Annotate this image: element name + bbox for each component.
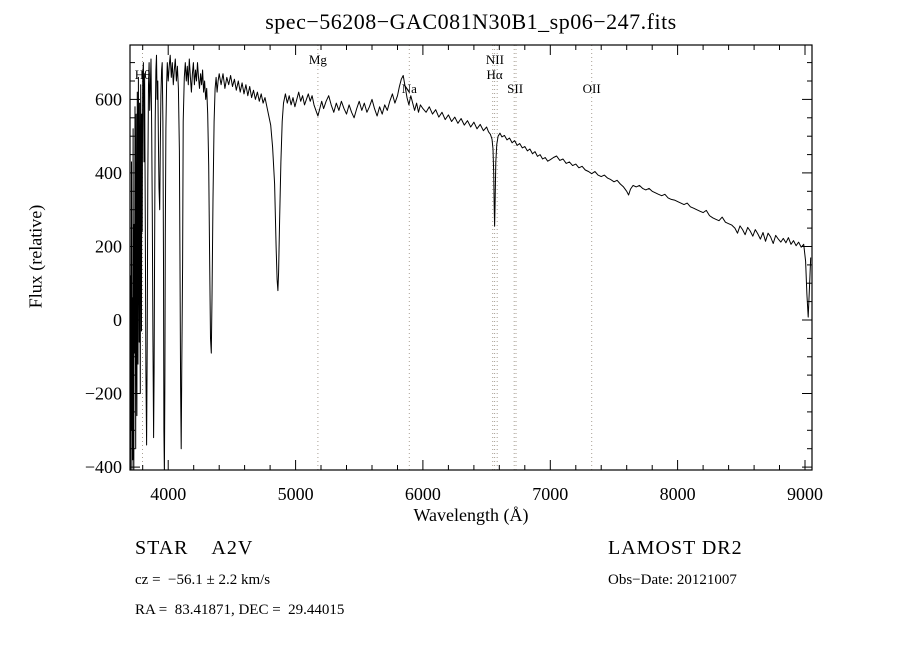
ra-dec-text: RA = 83.41871, DEC = 29.44015 [135,602,345,618]
y-axis-label: Flux (relative) [25,204,46,309]
spectral-line-label: OII [583,81,601,96]
spectrum-polyline [130,54,812,470]
y-tick-label: −400 [85,457,122,477]
x-tick-label: 9000 [787,484,823,504]
survey-release-text: LAMOST DR2 [608,537,743,559]
x-tick-label: 7000 [532,484,568,504]
obs-date-text: Obs−Date: 20121007 [608,572,737,588]
spectral-line-label: SII [507,81,523,96]
y-tick-label: 0 [113,310,122,330]
plot-title: spec−56208−GAC081N30B1_sp06−247.fits [265,9,677,34]
classification-text: STAR A2V [135,537,254,559]
x-tick-label: 8000 [660,484,696,504]
y-tick-label: 600 [95,89,122,109]
radial-velocity-text: cz = −56.1 ± 2.2 km/s [135,572,271,588]
y-tick-label: 200 [95,237,122,257]
spectral-line-label: NII [486,52,504,67]
x-tick-label: 5000 [278,484,314,504]
spectrum-series [130,54,812,470]
spectral-line-label: Na [402,81,417,96]
spectral-line-label: Hα [486,67,502,82]
spectral-line-label: Mg [309,52,328,67]
x-tick-label: 4000 [150,484,186,504]
plot-frame [129,44,813,471]
x-axis-label: Wavelength (Å) [413,505,529,525]
y-tick-label: 400 [95,163,122,183]
axis-ticks: 4000 5000 6000 7000 8000 9000 −400 −200 0 200 400 6… [85,45,823,504]
y-tick-label: −200 [85,384,122,404]
x-tick-label: 6000 [405,484,441,504]
